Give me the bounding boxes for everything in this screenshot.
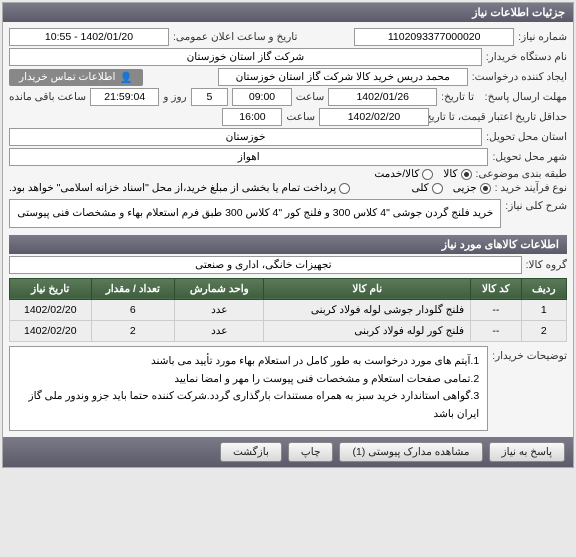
treasury-note-label: پرداخت تمام یا بخشی از مبلغ خرید،از محل … xyxy=(9,182,336,194)
buyer-notes-field: 1.آیتم های مورد درخواست به طور کامل در ا… xyxy=(9,346,488,431)
need-no-field: 1102093377000020 xyxy=(354,28,514,46)
buyer-org-field: شرکت گاز استان خوزستان xyxy=(9,48,482,66)
day-and-label: روز و xyxy=(163,91,186,103)
table-cell: عدد xyxy=(175,320,264,341)
subject-option-goods-service[interactable]: کالا/خدمت xyxy=(374,168,433,180)
subject-option-goods-service-label: کالا/خدمت xyxy=(374,168,419,180)
radio-icon xyxy=(461,169,472,180)
remaining-label: ساعت باقی مانده xyxy=(9,91,86,103)
table-cell: 1402/02/20 xyxy=(10,299,92,320)
table-cell: -- xyxy=(471,320,521,341)
ann-date-field: 1402/01/20 - 10:55 xyxy=(9,28,169,46)
hours-left-field: 21:59:04 xyxy=(90,88,159,106)
purchase-option-partial[interactable]: جزیی xyxy=(453,182,491,194)
col-qty: تعداد / مقدار xyxy=(91,278,175,299)
general-desc-field: خرید فلنج گردن جوشی "4 کلاس 300 و فلنج ک… xyxy=(9,199,501,228)
subject-class-label: طبقه بندی موضوعی: xyxy=(476,168,567,180)
buyer-contact-label: اطلاعات تماس خریدار xyxy=(19,71,115,83)
city-label: شهر محل تحویل: xyxy=(492,151,567,163)
print-button[interactable]: چاپ xyxy=(288,442,334,462)
table-cell: 1402/02/20 xyxy=(10,320,92,341)
form-area: شماره نیاز: 1102093377000020 تاریخ و ساع… xyxy=(3,22,573,437)
note-line: 3.گواهی استاندارد خرید سبز به همراه مستن… xyxy=(18,388,479,424)
radio-icon xyxy=(339,183,350,194)
req-creator-label: ایجاد کننده درخواست: xyxy=(472,71,567,83)
table-cell: 1 xyxy=(521,299,566,320)
panel-title: جزئیات اطلاعات نیاز xyxy=(3,3,573,22)
note-line: 2.تمامی صفحات استعلام و مشخصات فنی پیوست… xyxy=(18,371,479,389)
subject-option-goods-label: کالا xyxy=(443,168,457,180)
person-icon: 👤 xyxy=(119,71,132,84)
col-row-no: ردیف xyxy=(521,278,566,299)
radio-icon xyxy=(432,183,443,194)
table-cell: عدد xyxy=(175,299,264,320)
ann-date-label: تاریخ و ساعت اعلان عمومی: xyxy=(173,31,297,43)
table-header-row: ردیف کد کالا نام کالا واحد شمارش تعداد /… xyxy=(10,278,567,299)
radio-icon xyxy=(422,169,433,180)
purchase-option-partial-label: جزیی xyxy=(453,182,477,194)
deadline-date-field: 1402/01/26 xyxy=(328,88,437,106)
days-left-field: 5 xyxy=(191,88,229,106)
goods-group-field: تجهیزات خانگی، اداری و صنعتی xyxy=(9,256,522,274)
back-button[interactable]: بازگشت xyxy=(220,442,282,462)
table-cell: -- xyxy=(471,299,521,320)
general-desc-label: شرح کلی نیاز: xyxy=(505,196,567,212)
deadline-time-field: 09:00 xyxy=(232,88,291,106)
reply-button[interactable]: پاسخ به نیاز xyxy=(489,442,565,462)
table-cell: 6 xyxy=(91,299,175,320)
validity-label: حداقل تاریخ اعتبار قیمت، تا تاریخ: xyxy=(477,111,567,123)
purchase-option-full[interactable]: کلی xyxy=(411,182,442,194)
buyer-org-label: نام دستگاه خریدار: xyxy=(486,51,567,63)
purchase-type-label: نوع فرآیند خرید : xyxy=(495,182,567,194)
req-creator-field: محمد دریس خرید کالا شرکت گاز استان خوزست… xyxy=(218,68,468,86)
province-field: خوزستان xyxy=(9,128,482,146)
note-line: 1.آیتم های مورد درخواست به طور کامل در ا… xyxy=(18,353,479,371)
validity-date-field: 1402/02/20 xyxy=(319,108,429,126)
buyer-contact-button[interactable]: 👤 اطلاعات تماس خریدار xyxy=(9,69,143,86)
col-item-code: کد کالا xyxy=(471,278,521,299)
need-details-panel: جزئیات اطلاعات نیاز شماره نیاز: 11020933… xyxy=(2,2,574,468)
table-row: 2--فلنج کور لوله فولاد کربنیعدد21402/02/… xyxy=(10,320,567,341)
buyer-notes-label: توضیحات خریدار: xyxy=(492,346,567,362)
col-need-date: تاریخ نیاز xyxy=(10,278,92,299)
col-unit: واحد شمارش xyxy=(175,278,264,299)
subject-class-group: کالا کالا/خدمت xyxy=(374,168,471,180)
attachments-button[interactable]: مشاهده مدارک پیوستی (1) xyxy=(339,442,482,462)
need-no-label: شماره نیاز: xyxy=(518,31,567,43)
table-cell: فلنج گلودار جوشی لوله فولاد کربنی xyxy=(264,299,471,320)
col-item-name: نام کالا xyxy=(264,278,471,299)
table-cell: 2 xyxy=(91,320,175,341)
time-label-2: ساعت xyxy=(286,111,315,123)
time-label-1: ساعت xyxy=(296,91,325,103)
footer-bar: پاسخ به نیاز مشاهده مدارک پیوستی (1) چاپ… xyxy=(3,437,573,467)
table-cell: 2 xyxy=(521,320,566,341)
treasury-note-check[interactable]: پرداخت تمام یا بخشی از مبلغ خرید،از محل … xyxy=(9,182,350,194)
validity-time-field: 16:00 xyxy=(222,108,282,126)
deadline-label: مهلت ارسال پاسخ: xyxy=(478,91,567,103)
goods-group-label: گروه کالا: xyxy=(526,259,567,271)
radio-icon xyxy=(480,183,491,194)
table-cell: فلنج کور لوله فولاد کربنی xyxy=(264,320,471,341)
items-section-header: اطلاعات کالاهای مورد نیاز xyxy=(9,235,567,254)
table-row: 1--فلنج گلودار جوشی لوله فولاد کربنیعدد6… xyxy=(10,299,567,320)
subject-option-goods[interactable]: کالا xyxy=(443,168,471,180)
province-label: استان محل تحویل: xyxy=(486,131,567,143)
items-table: ردیف کد کالا نام کالا واحد شمارش تعداد /… xyxy=(9,278,567,342)
up-to-label: تا تاریخ: xyxy=(441,91,474,103)
purchase-option-full-label: کلی xyxy=(411,182,428,194)
city-field: اهواز xyxy=(9,148,488,166)
purchase-type-group: جزیی کلی xyxy=(411,182,490,194)
